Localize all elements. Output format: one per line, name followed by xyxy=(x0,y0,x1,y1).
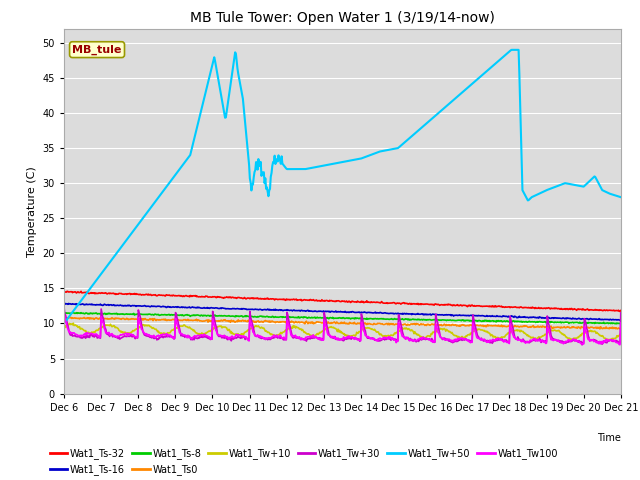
Wat1_Tw100 xyxy=(617,320,625,326)
Wat1_Ts-16 xyxy=(60,301,68,307)
Wat1_Ts0 xyxy=(428,322,435,327)
Wat1_Tw+50 xyxy=(617,194,625,200)
Wat1_Ts-32 xyxy=(616,309,624,314)
Wat1_Ts-16 xyxy=(61,300,68,306)
Wat1_Tw+50 xyxy=(70,307,78,313)
Wat1_Tw100 xyxy=(127,331,135,337)
Line: Wat1_Ts-16: Wat1_Ts-16 xyxy=(64,303,621,320)
Wat1_Ts-16 xyxy=(616,317,624,323)
Wat1_Ts-8 xyxy=(71,311,79,316)
Wat1_Ts0 xyxy=(617,325,625,331)
Wat1_Ts0 xyxy=(128,316,136,322)
Wat1_Tw+50 xyxy=(426,117,434,123)
Line: Wat1_Ts-8: Wat1_Ts-8 xyxy=(64,312,621,324)
Wat1_Tw100 xyxy=(184,332,192,338)
Wat1_Ts-32 xyxy=(63,288,71,294)
Wat1_Tw+30 xyxy=(617,310,625,316)
Wat1_Tw100 xyxy=(410,337,418,343)
Wat1_Ts-32 xyxy=(411,301,419,307)
Wat1_Tw+10 xyxy=(70,320,77,326)
Wat1_Tw+30 xyxy=(70,333,78,339)
Wat1_Tw+10 xyxy=(428,331,435,336)
Wat1_Tw+10 xyxy=(411,329,419,335)
Line: Wat1_Tw+30: Wat1_Tw+30 xyxy=(64,306,621,345)
Wat1_Ts-16 xyxy=(185,305,193,311)
Wat1_Ts-16 xyxy=(411,312,419,317)
Title: MB Tule Tower: Open Water 1 (3/19/14-now): MB Tule Tower: Open Water 1 (3/19/14-now… xyxy=(190,11,495,25)
Wat1_Tw+10 xyxy=(71,323,79,328)
Wat1_Ts0 xyxy=(65,314,73,320)
Wat1_Tw100 xyxy=(70,330,78,336)
Wat1_Tw100 xyxy=(214,332,221,337)
Wat1_Ts-16 xyxy=(214,306,222,312)
Wat1_Ts-32 xyxy=(617,308,625,313)
Wat1_Ts-8 xyxy=(214,313,222,319)
Wat1_Tw+50 xyxy=(60,321,68,326)
Wat1_Ts-32 xyxy=(428,301,435,307)
Wat1_Ts-8 xyxy=(128,311,136,317)
Legend: Wat1_Ts-32, Wat1_Ts-16, Wat1_Ts-8, Wat1_Ts0, Wat1_Tw+10, Wat1_Tw+30, Wat1_Tw+50,: Wat1_Ts-32, Wat1_Ts-16, Wat1_Ts-8, Wat1_… xyxy=(50,448,558,475)
Wat1_Ts-8 xyxy=(612,321,620,327)
Wat1_Tw+50 xyxy=(508,47,515,53)
Wat1_Tw+30 xyxy=(426,337,434,343)
Wat1_Ts-8 xyxy=(411,316,419,322)
Wat1_Ts0 xyxy=(596,326,604,332)
Wat1_Tw+30 xyxy=(214,330,221,336)
Wat1_Ts0 xyxy=(185,318,193,324)
Line: Wat1_Tw100: Wat1_Tw100 xyxy=(64,315,621,345)
Text: MB_tule: MB_tule xyxy=(72,45,122,55)
Wat1_Tw+10 xyxy=(617,330,625,336)
Wat1_Ts-8 xyxy=(70,310,77,315)
Wat1_Tw+50 xyxy=(127,231,135,237)
Wat1_Ts0 xyxy=(214,318,222,324)
Line: Wat1_Ts-32: Wat1_Ts-32 xyxy=(64,291,621,312)
Y-axis label: Temperature (C): Temperature (C) xyxy=(27,166,37,257)
Wat1_Tw+30 xyxy=(410,337,418,343)
Wat1_Tw+10 xyxy=(605,337,613,343)
Wat1_Ts0 xyxy=(71,315,79,321)
Wat1_Tw+30 xyxy=(60,303,68,309)
Wat1_Ts-32 xyxy=(71,289,79,295)
Wat1_Tw100 xyxy=(616,342,624,348)
Wat1_Ts0 xyxy=(411,321,419,326)
Wat1_Ts-16 xyxy=(128,303,136,309)
Wat1_Ts-8 xyxy=(428,317,435,323)
Wat1_Ts-16 xyxy=(617,317,625,323)
Wat1_Tw+50 xyxy=(184,155,192,161)
Wat1_Tw+10 xyxy=(128,329,136,335)
Line: Wat1_Ts0: Wat1_Ts0 xyxy=(64,317,621,329)
Wat1_Ts-32 xyxy=(185,293,193,299)
Wat1_Ts-16 xyxy=(71,301,79,307)
Line: Wat1_Tw+10: Wat1_Tw+10 xyxy=(64,323,621,340)
Wat1_Ts-8 xyxy=(60,310,68,316)
Wat1_Ts-8 xyxy=(185,312,193,318)
Wat1_Ts-8 xyxy=(617,321,625,326)
Wat1_Ts-16 xyxy=(428,312,435,318)
Wat1_Tw+10 xyxy=(185,325,193,331)
Wat1_Ts-32 xyxy=(60,289,68,295)
Wat1_Tw+30 xyxy=(578,342,586,348)
Wat1_Ts-32 xyxy=(214,294,222,300)
Wat1_Tw100 xyxy=(426,337,434,343)
Wat1_Tw+10 xyxy=(214,324,222,329)
Wat1_Tw+30 xyxy=(127,333,135,338)
Text: Time: Time xyxy=(597,433,621,443)
Line: Wat1_Tw+50: Wat1_Tw+50 xyxy=(64,50,621,324)
Wat1_Tw+30 xyxy=(184,334,192,340)
Wat1_Tw+50 xyxy=(214,71,221,77)
Wat1_Ts-32 xyxy=(128,291,136,297)
Wat1_Tw100 xyxy=(60,312,68,318)
Wat1_Tw+10 xyxy=(60,325,68,331)
Wat1_Ts0 xyxy=(60,315,68,321)
Wat1_Tw+50 xyxy=(410,132,418,137)
